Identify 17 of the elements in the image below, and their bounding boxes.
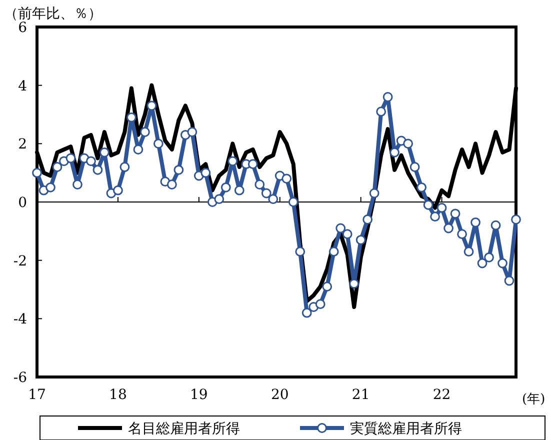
y-tick-label: 6 bbox=[18, 20, 28, 36]
y-axis-title: （前年比、％） bbox=[4, 6, 102, 22]
x-tick-label: 18 bbox=[109, 387, 127, 403]
x-axis-title: (年) bbox=[522, 392, 546, 407]
y-tick-label: -6 bbox=[13, 370, 28, 386]
y-tick-label: 4 bbox=[18, 78, 28, 94]
x-tick-label: 22 bbox=[432, 387, 451, 403]
x-tick-label: 21 bbox=[352, 387, 370, 403]
x-tick-label: 17 bbox=[28, 387, 46, 403]
x-tick-label: 20 bbox=[270, 387, 289, 403]
y-tick-label: -4 bbox=[13, 312, 28, 328]
y-tick-label: 2 bbox=[18, 136, 27, 153]
y-tick-label: 0 bbox=[18, 195, 27, 211]
legend-label: 名目総雇用者所得 bbox=[128, 421, 240, 437]
y-tick-label: -2 bbox=[13, 253, 27, 270]
legend-label: 実質総雇用者所得 bbox=[350, 421, 462, 437]
x-tick-label: 19 bbox=[190, 387, 208, 403]
